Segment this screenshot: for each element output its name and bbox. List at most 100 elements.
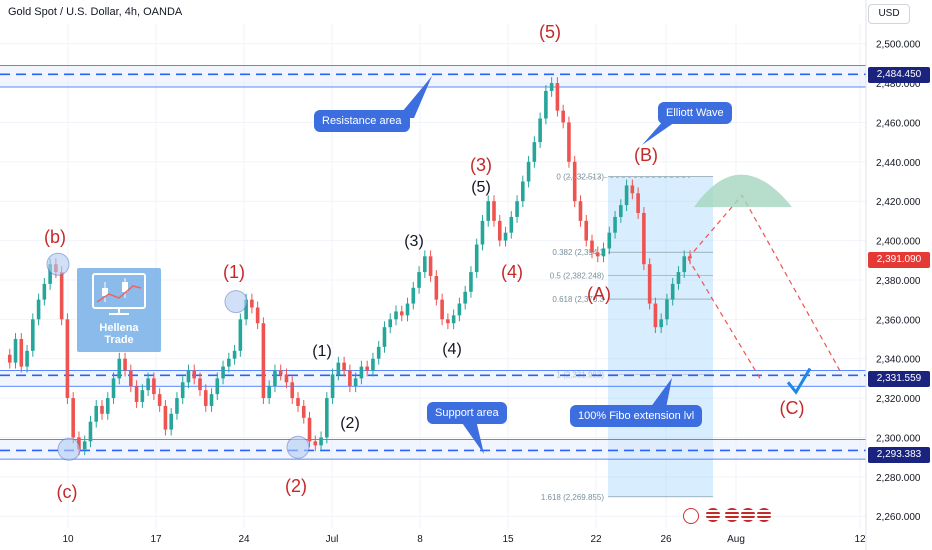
y-tick-label: 2,260.000: [876, 512, 921, 523]
candle-body: [215, 378, 220, 395]
axes: 2,500.000 2,480.000 2,460.000 2,440.000 2,42…: [62, 0, 921, 550]
candle-body: [290, 382, 295, 399]
candle-body: [169, 413, 173, 430]
y-tick-label: 2,500.000: [876, 40, 921, 51]
candle-body: [578, 201, 583, 221]
fibo-level-label: 0.382 (2,394.1: [552, 248, 604, 257]
candle-body: [590, 240, 594, 253]
elliott-wave-callout: Elliott Wave: [658, 102, 732, 124]
monitor-icon: [92, 273, 146, 315]
candle-body: [682, 256, 687, 273]
wave-label: (c): [57, 482, 78, 502]
fibo-level-label: 0.618 (2,370.3: [552, 295, 604, 304]
trade-text: Trade: [104, 334, 134, 346]
x-tick-label: Aug: [727, 534, 745, 545]
candle-body: [152, 378, 156, 395]
candle-body: [544, 90, 548, 119]
candle-body: [192, 370, 197, 379]
candle-body: [48, 264, 52, 284]
candle-body: [31, 319, 35, 351]
event-icon[interactable]: [683, 508, 699, 524]
us-flag-icon[interactable]: [706, 508, 720, 522]
candle-body: [100, 405, 104, 414]
candle-body: [146, 378, 150, 391]
candle-body: [503, 232, 508, 241]
candle-body: [688, 256, 692, 259]
candle-body: [382, 327, 387, 347]
candle-body: [636, 193, 640, 213]
candle-body: [676, 272, 681, 284]
us-flag-icon[interactable]: [725, 508, 739, 522]
candle-body: [348, 370, 352, 387]
wave-label: (3): [404, 233, 424, 250]
pivot-marker: [224, 290, 248, 314]
candle-body: [359, 366, 364, 379]
candle-body: [584, 220, 589, 241]
hellena-text: Hellena: [99, 322, 139, 334]
x-tick-label: 26: [660, 534, 672, 545]
resistance-price-badge: 2,484.450: [868, 67, 930, 83]
fibo-level-label: 0.5 (2,382.248): [550, 272, 605, 281]
annotations: (b) (c) (1) (2) (1) (2) (3) (4) (3) (5) (4) (5) (A) (…: [44, 22, 843, 502]
target-arc: [694, 174, 792, 208]
candle-body: [307, 417, 312, 442]
us-flag-icon[interactable]: [741, 508, 755, 522]
candle-body: [555, 83, 560, 111]
callout-tail: [650, 378, 672, 408]
candle-body: [42, 283, 47, 300]
hellena-trade-logo: Hellena Trade: [77, 268, 161, 352]
candle-body: [123, 358, 127, 371]
candle-body: [486, 201, 491, 221]
candle-body: [175, 398, 179, 414]
candle-body: [261, 323, 266, 399]
wave-label: (2): [340, 415, 360, 432]
y-tick-label: 2,340.000: [876, 355, 921, 366]
y-tick-label: 2,360.000: [876, 315, 921, 326]
candle-body: [532, 142, 537, 162]
pivot-marker: [286, 435, 310, 459]
candle-body: [203, 390, 208, 406]
wave-label: (3): [470, 155, 492, 175]
candle-body: [665, 299, 669, 320]
candles: [7, 77, 692, 456]
candle-body: [117, 358, 122, 379]
x-tick-label: 12: [854, 534, 866, 545]
candle-body: [630, 185, 635, 194]
candle-body: [19, 339, 24, 367]
candle-body: [244, 299, 248, 320]
wave-label: (b): [44, 227, 66, 247]
candle-body: [267, 386, 271, 399]
wave-label: (1): [312, 343, 332, 360]
candle-body: [273, 370, 277, 387]
us-flag-icon[interactable]: [757, 508, 771, 522]
candle-body: [521, 181, 525, 202]
y-tick-label: 2,480.000: [876, 79, 921, 90]
currency-button[interactable]: USD: [868, 4, 910, 24]
candle-body: [538, 118, 542, 143]
chart-title: Gold Spot / U.S. Dollar, 4h, OANDA: [8, 6, 183, 18]
y-tick-label: 2,400.000: [876, 237, 921, 248]
candle-body: [624, 185, 629, 206]
candle-body: [25, 350, 29, 367]
candle-body: [446, 319, 450, 324]
support-low-price-badge: 2,293.383: [868, 447, 930, 463]
candle-body: [613, 216, 617, 233]
x-tick-label: 10: [62, 534, 74, 545]
candle-body: [140, 390, 145, 402]
y-tick-label: 2,280.000: [876, 473, 921, 484]
candle-body: [619, 205, 623, 217]
candle-body: [313, 441, 318, 446]
candle-body: [434, 276, 439, 300]
candle-body: [497, 220, 502, 241]
candle-body: [423, 256, 427, 273]
candle-body: [567, 122, 571, 162]
callout-tail: [397, 76, 432, 118]
callout-tail: [642, 120, 678, 145]
candle-body: [209, 394, 214, 406]
candle-body: [428, 256, 433, 276]
candle-body: [296, 398, 300, 406]
x-tick-label: 24: [238, 534, 250, 545]
candle-body: [451, 315, 456, 324]
x-tick-label: 8: [417, 534, 423, 545]
